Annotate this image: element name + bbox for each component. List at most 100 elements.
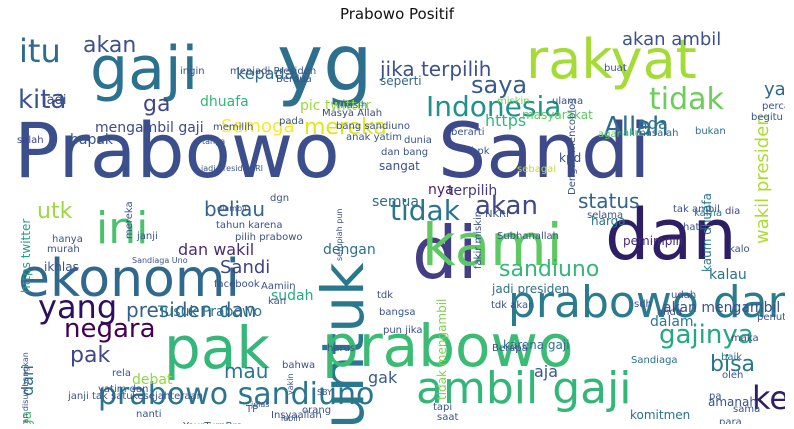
cloud-word: tidak mengambil — [435, 298, 449, 400]
cloud-word: baik — [721, 352, 743, 363]
cloud-word: kaum dhuafa — [700, 193, 714, 272]
cloud-word: akan mengambil — [663, 300, 781, 316]
cloud-word: Berdua — [276, 74, 312, 85]
cloud-word: Sandi — [438, 106, 651, 195]
cloud-word: serupiah pun — [335, 208, 344, 261]
cloud-word: NKRI — [485, 209, 509, 220]
cloud-word: prabowo — [322, 312, 574, 380]
cloud-word: Sandiaga — [631, 355, 678, 366]
cloud-word: masyarakat — [522, 108, 593, 122]
cloud-word: oleh — [722, 370, 744, 381]
cloud-word: tdk — [377, 290, 394, 301]
cloud-word: memilih — [213, 122, 254, 133]
cloud-word: murah — [47, 244, 80, 255]
cloud-word: rakyat — [526, 28, 697, 91]
cloud-word: kepada — [236, 64, 295, 83]
cloud-word: jadi — [43, 93, 67, 108]
cloud-word: ada — [638, 114, 668, 133]
cloud-word: dengan — [323, 242, 376, 258]
cloud-word: bang sandiuno — [336, 121, 410, 132]
cloud-word: Aamiin — [261, 281, 296, 292]
cloud-word: dan bang — [381, 147, 429, 158]
cloud-word: buat — [604, 63, 627, 74]
cloud-word: YourTurnBro — [183, 422, 242, 425]
cloud-word: salah — [17, 135, 44, 146]
cloud-word: fakir miskin — [473, 210, 484, 269]
cloud-word: harga — [591, 214, 626, 228]
cloud-word: para — [719, 417, 742, 425]
chart-title: Prabowo Positif — [339, 5, 455, 23]
cloud-word: akan disumbangkan — [21, 352, 30, 424]
cloud-word: pada — [279, 116, 304, 127]
cloud-word: sebagai — [517, 164, 557, 175]
cloud-word: sama — [733, 404, 761, 415]
cloud-word: https — [485, 111, 527, 130]
cloud-word: anda — [657, 307, 682, 318]
cloud-word: saya — [471, 71, 528, 99]
cloud-word: Tusuk Prabowo — [158, 304, 263, 320]
cloud-word: sudah — [271, 288, 314, 304]
cloud-word: sdh — [634, 299, 652, 310]
cloud-word: tidak — [649, 82, 724, 117]
cloud-word: beliau — [204, 197, 266, 221]
cloud-word: semua — [372, 194, 419, 210]
cloud-word: tapi — [433, 402, 453, 413]
cloud-word: janji tak satu — [68, 391, 133, 402]
cloud-word: bangsa — [379, 307, 416, 318]
cloud-word: ikhlas — [44, 260, 79, 274]
cloud-word: sandiuno — [499, 257, 600, 282]
cloud-word: prabowo sandiuno — [98, 377, 375, 412]
cloud-word: kesejahteraan — [132, 391, 203, 402]
cloud-word: status — [578, 189, 640, 213]
cloud-word: SBY — [317, 388, 333, 397]
cloud-word: debat — [132, 372, 173, 388]
cloud-word: ini — [96, 203, 149, 254]
cloud-word: pa — [709, 391, 722, 402]
cloud-word: penutup — [757, 312, 785, 323]
cloud-word: Allah — [604, 112, 669, 142]
cloud-word: jadi presiden — [492, 282, 570, 296]
word-cloud: Prabowo Sandi yg gaji rakyat dan di kami untuk ek… — [10, 27, 785, 424]
cloud-word: dan wakil — [178, 240, 255, 259]
cloud-word: kalo — [729, 244, 750, 255]
cloud-word: gajinya — [659, 320, 754, 350]
cloud-word: di — [412, 211, 478, 295]
cloud-word: saat — [437, 412, 459, 423]
cloud-word: agar — [598, 129, 621, 140]
cloud-word: prabowo dan — [508, 277, 785, 328]
cloud-word: tidak — [390, 194, 460, 227]
cloud-word: amanah — [708, 395, 757, 409]
cloud-word: kita — [18, 85, 67, 115]
cloud-word: dia — [725, 206, 741, 217]
cloud-word: orang — [302, 405, 332, 416]
cloud-word: menjadi Presiden — [230, 66, 317, 77]
cloud-word: hanya — [52, 234, 83, 245]
cloud-word: negara — [64, 314, 156, 344]
cloud-word: pak — [164, 314, 270, 382]
cloud-word: bukan — [695, 126, 726, 137]
cloud-word: akan — [83, 33, 137, 58]
cloud-word: itu — [19, 32, 61, 70]
cloud-word: utk — [37, 199, 73, 224]
cloud-word: gak — [368, 368, 398, 387]
cloud-word: anak yatim — [346, 132, 403, 143]
cloud-word: ekonomi — [18, 249, 240, 309]
cloud-word: jadi presiden RI — [201, 164, 264, 173]
cloud-word: tanpa — [202, 137, 226, 146]
cloud-word: Prabowo — [14, 106, 340, 195]
cloud-word: mereka — [124, 201, 135, 239]
cloud-word: dunia — [404, 135, 432, 146]
cloud-word: TP — [246, 404, 259, 415]
cloud-word: dhuafa — [200, 94, 249, 110]
cloud-word: bahwa — [282, 360, 316, 371]
cloud-word: bisa — [710, 352, 756, 377]
cloud-word: udah — [671, 290, 697, 301]
cloud-word: ambil gaji — [416, 363, 632, 414]
cloud-word: karna — [694, 208, 723, 219]
cloud-word: sangat — [379, 159, 420, 173]
cloud-word: Dengan mencoblos — [567, 98, 578, 195]
cloud-word: ke — [752, 379, 785, 417]
cloud-word: presiden dan — [126, 298, 257, 322]
cloud-word: yg — [277, 27, 373, 109]
cloud-word: maka — [731, 333, 759, 344]
